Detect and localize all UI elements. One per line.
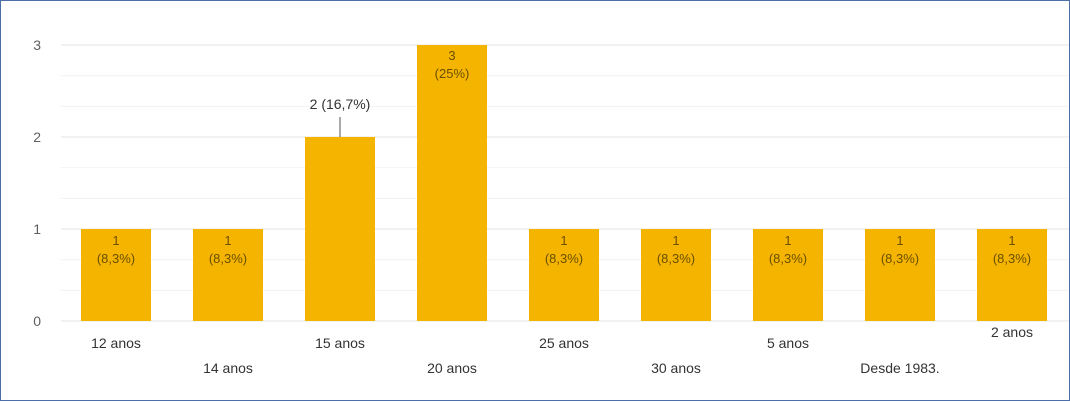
x-tick-label: 2 anos [991,324,1033,340]
data-label-percent: (8,3%) [657,251,695,266]
x-tick-label: 20 anos [427,360,477,376]
bar[interactable] [193,229,263,321]
data-label-percent: (8,3%) [881,251,919,266]
data-label-count: 1 [112,233,119,248]
x-tick-label: 12 anos [91,335,141,351]
bar[interactable] [865,229,935,321]
x-tick-label: Desde 1983. [860,360,939,376]
y-tick-label: 0 [33,313,41,329]
data-labels: 1 (8,3%) 1 (8,3%) 2 (16,7%) 3 (25%) 1 (8,3%) 1 (8,… [97,48,1031,266]
bar[interactable] [417,45,487,321]
x-tick-label: 14 anos [203,360,253,376]
bars [81,45,1047,321]
data-label-percent: (8,3%) [97,251,135,266]
y-tick-label: 3 [33,37,41,53]
y-tick-label: 2 [33,129,41,145]
data-label-count: 1 [896,233,903,248]
data-label-percent: (8,3%) [545,251,583,266]
x-tick-label: 5 anos [767,335,809,351]
data-label-count: 1 [784,233,791,248]
data-label-percent: (8,3%) [769,251,807,266]
data-label-percent: (8,3%) [993,251,1031,266]
y-tick-label: 1 [33,221,41,237]
x-tick-label: 30 anos [651,360,701,376]
bar[interactable] [641,229,711,321]
bar[interactable] [977,229,1047,321]
bar[interactable] [81,229,151,321]
data-label-count: 1 [224,233,231,248]
bar[interactable] [529,229,599,321]
bar[interactable] [753,229,823,321]
data-label-percent: (25%) [435,66,470,81]
data-label: 2 (16,7%) [310,96,371,112]
data-label-count: 3 [448,48,455,63]
bar[interactable] [305,137,375,321]
x-tick-label: 15 anos [315,335,365,351]
data-label-count: 1 [1008,233,1015,248]
data-label-count: 1 [560,233,567,248]
data-label-percent: (8,3%) [209,251,247,266]
x-axis: 12 anos 14 anos 15 anos 20 anos 25 anos 30 an… [91,324,1033,376]
y-axis: 0 1 2 3 [33,37,41,329]
x-tick-label: 25 anos [539,335,589,351]
data-label-count: 1 [672,233,679,248]
